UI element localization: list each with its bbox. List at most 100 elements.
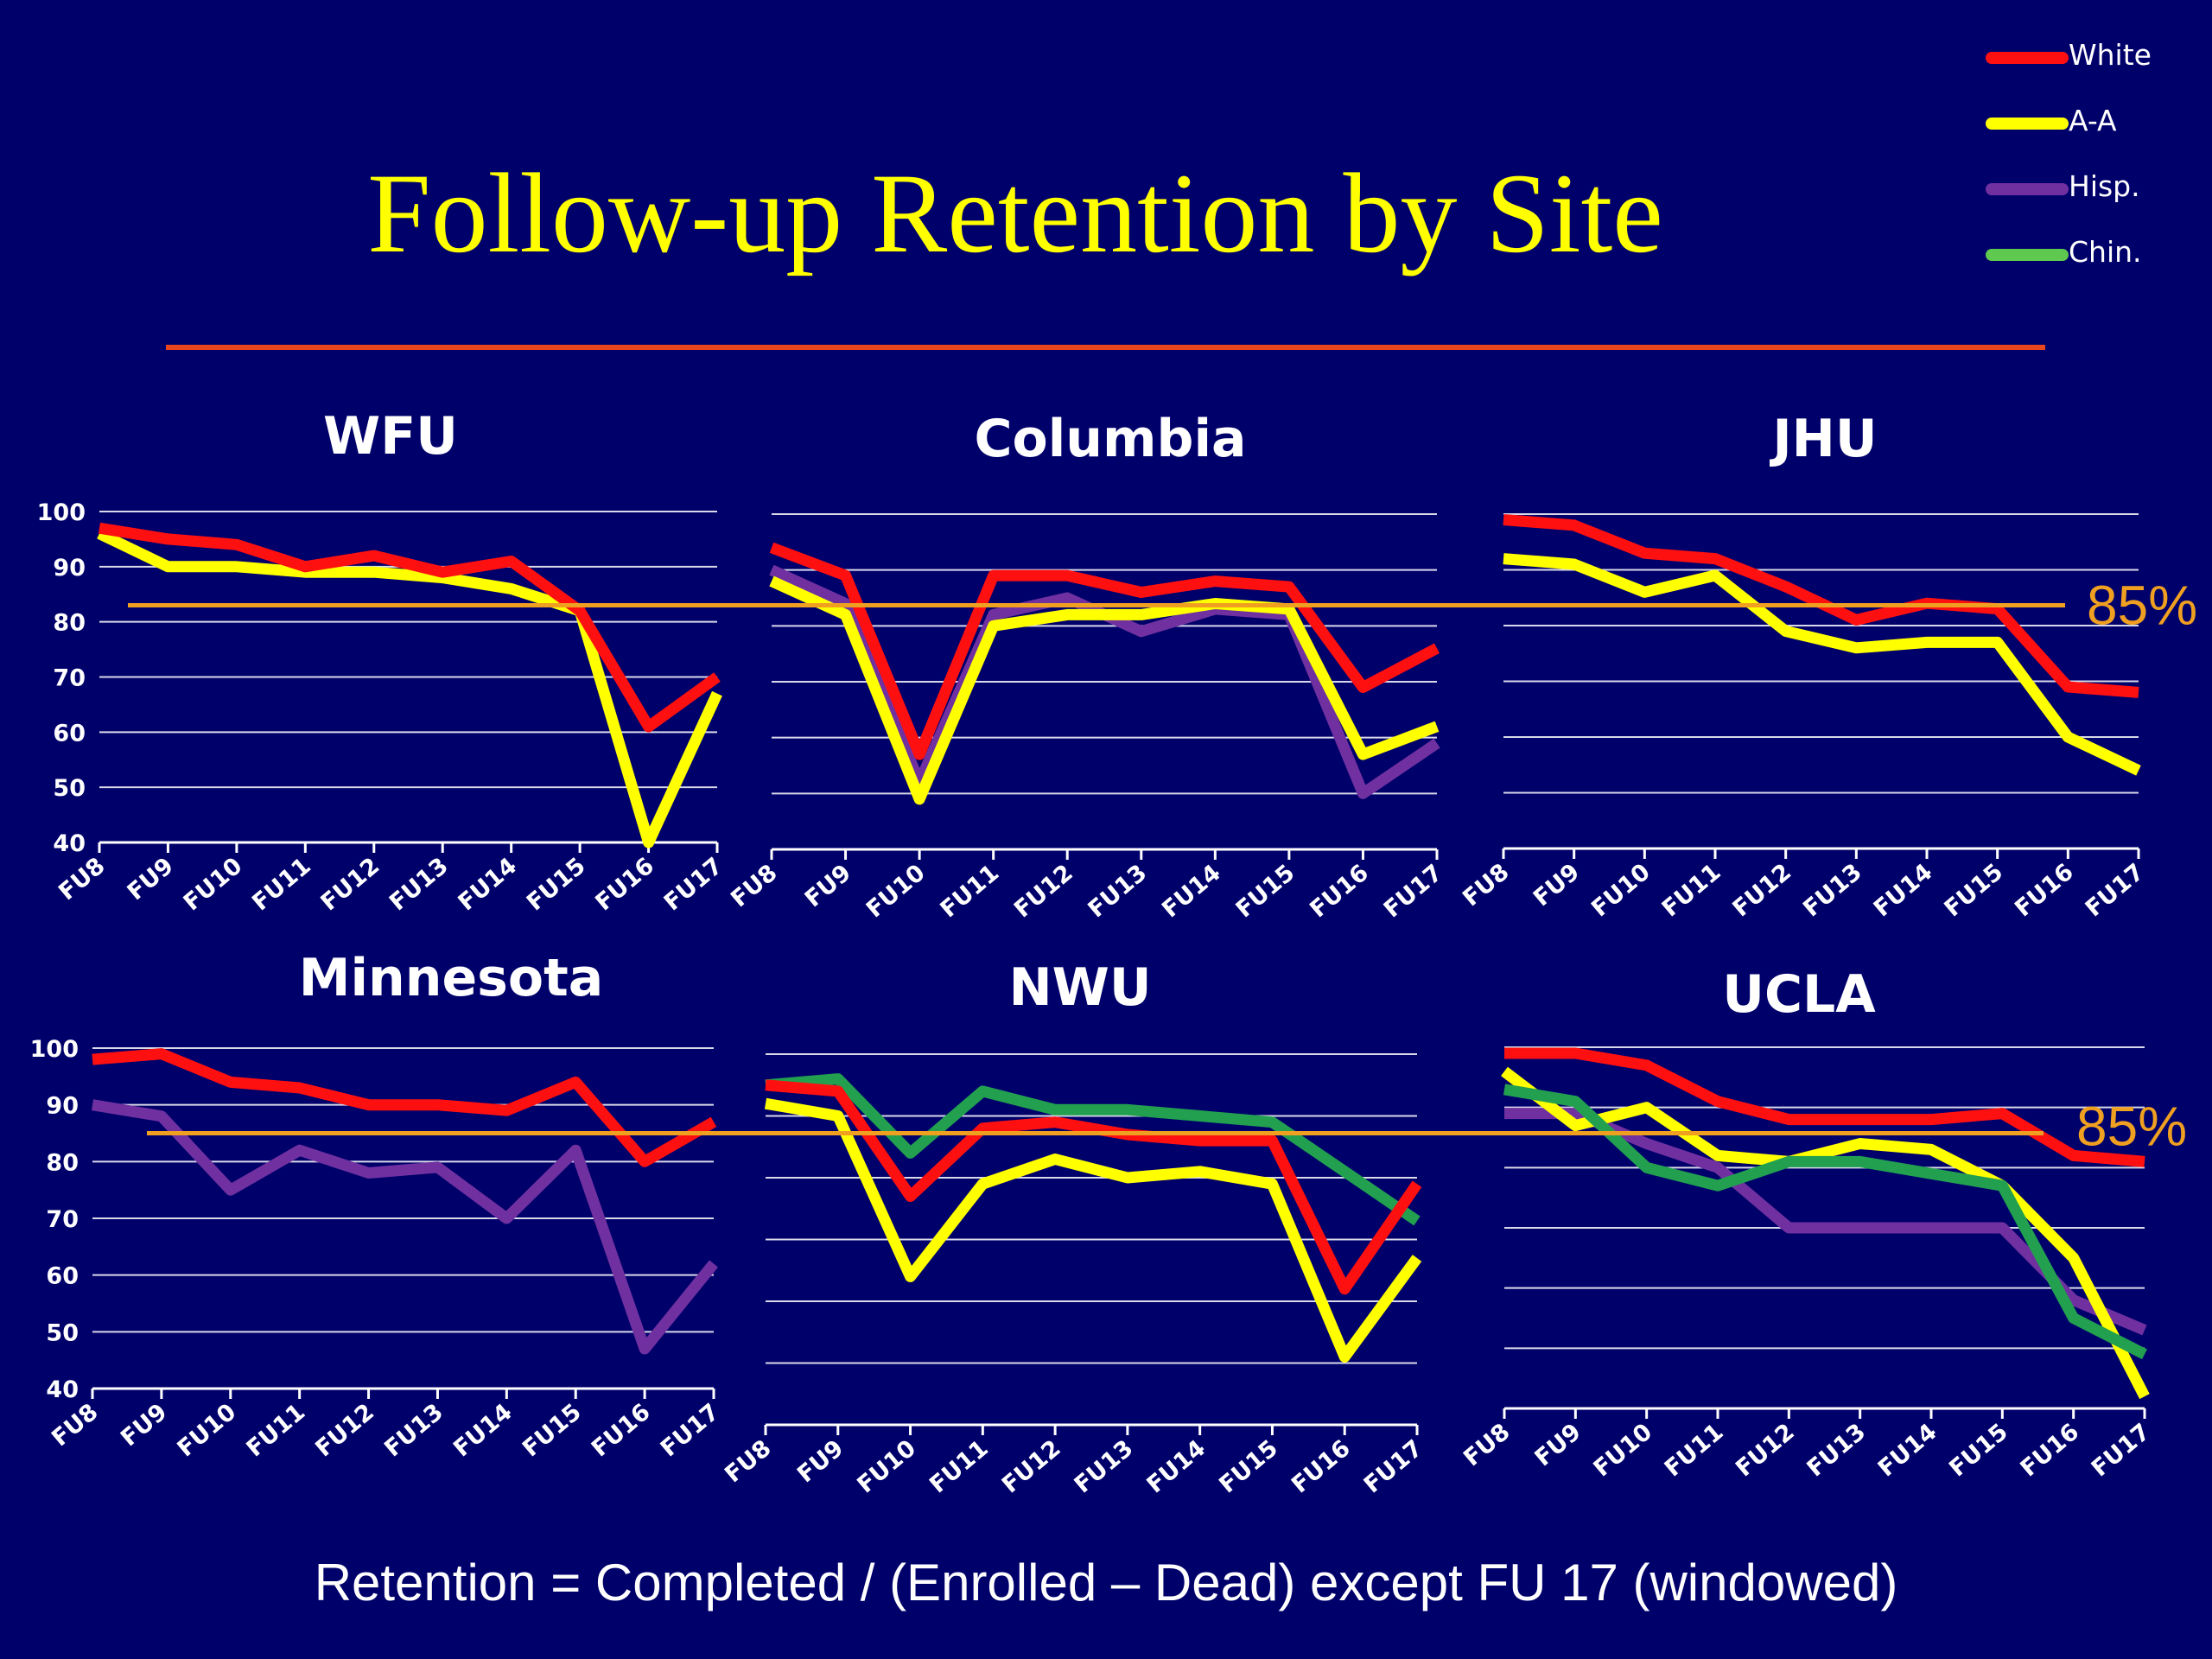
xtick-label-columbia-fu11: FU11 <box>936 860 1005 924</box>
xtick-label-wfu-fu11: FU11 <box>247 853 316 917</box>
xtick-label-jhu-fu11: FU11 <box>1657 859 1726 923</box>
xtick-label-ucla-fu10: FU10 <box>1589 1419 1658 1483</box>
ytick-label-minnesota-90: 90 <box>46 1093 79 1120</box>
xtick-label-wfu-fu10: FU10 <box>179 853 248 917</box>
xtick-label-minnesota-fu8: FU8 <box>47 1399 103 1452</box>
xtick-label-nwu-fu10: FU10 <box>852 1435 921 1499</box>
xtick-label-ucla-fu14: FU14 <box>1873 1419 1942 1483</box>
xtick-label-wfu-fu9: FU9 <box>123 853 179 906</box>
xtick-label-ucla-fu13: FU13 <box>1802 1419 1872 1483</box>
xtick-label-nwu-fu15: FU15 <box>1214 1435 1283 1499</box>
xtick-label-ucla-fu16: FU16 <box>2016 1419 2085 1483</box>
xtick-label-nwu-fu13: FU13 <box>1070 1435 1139 1499</box>
xtick-label-nwu-fu16: FU16 <box>1287 1435 1356 1499</box>
chart-wfu: WFU 40 50 60 70 80 90 100 FU8 FU9 FU10 FU11 FU12 FU13… <box>37 406 728 916</box>
legend-swatch-chin <box>1986 249 2069 261</box>
series-line-ucla-a-a <box>1501 1066 2150 1400</box>
ytick-label-minnesota-70: 70 <box>46 1206 79 1233</box>
chart-title-jhu: JHU <box>1769 409 1877 469</box>
slide-title: Follow-up Retention by Site <box>367 149 1663 276</box>
chart-ucla: UCLA FU8 FU9 FU10 FU11 FU12 FU13 FU14 FU15 FU16 FU… <box>1459 964 2155 1482</box>
ytick-label-minnesota-100: 100 <box>30 1036 79 1063</box>
xtick-label-columbia-fu9: FU9 <box>800 860 856 913</box>
xtick-label-minnesota-fu15: FU15 <box>518 1399 587 1463</box>
legend-label-chin: Chin. <box>2069 235 2142 269</box>
legend-label-aa: A-A <box>2069 104 2117 137</box>
ytick-label-minnesota-40: 40 <box>46 1376 79 1403</box>
ytick-label-wfu-100: 100 <box>37 499 86 526</box>
xtick-label-wfu-fu12: FU12 <box>316 853 385 917</box>
series-line-wfu-a-a <box>97 528 722 849</box>
xtick-label-jhu-fu13: FU13 <box>1798 859 1867 923</box>
xtick-label-jhu-fu10: FU10 <box>1586 859 1656 923</box>
xtick-label-minnesota-fu12: FU12 <box>310 1399 379 1463</box>
ytick-label-minnesota-60: 60 <box>46 1263 79 1290</box>
xtick-label-jhu-fu8: FU8 <box>1458 859 1514 912</box>
ytick-label-minnesota-80: 80 <box>46 1149 79 1176</box>
series-line-nwu-a-a <box>764 1097 1422 1363</box>
xtick-label-jhu-fu17: FU17 <box>2081 859 2150 923</box>
ytick-label-wfu-70: 70 <box>53 665 86 692</box>
ytick-label-wfu-50: 50 <box>53 775 86 802</box>
xtick-label-wfu-fu13: FU13 <box>385 853 454 917</box>
xtick-label-columbia-fu16: FU16 <box>1305 860 1374 924</box>
series-line-nwu-chin <box>765 1073 1421 1226</box>
xtick-label-minnesota-fu16: FU16 <box>587 1399 656 1463</box>
chart-title-wfu: WFU <box>323 406 458 467</box>
series-line-columbia-a-a <box>769 575 1440 805</box>
xtick-label-minnesota-fu11: FU11 <box>242 1399 311 1463</box>
xtick-label-columbia-fu12: FU12 <box>1009 860 1078 924</box>
series-line-minnesota-hisp <box>91 1099 719 1355</box>
xtick-label-wfu-fu16: FU16 <box>590 853 659 917</box>
series-line-nwu-white <box>765 1079 1422 1295</box>
xtick-label-columbia-fu8: FU8 <box>726 860 782 913</box>
legend-swatch-aa <box>1986 118 2069 130</box>
ytick-label-wfu-80: 80 <box>53 610 86 637</box>
legend-label-white: White <box>2069 38 2152 72</box>
xtick-label-ucla-fu8: FU8 <box>1459 1419 1515 1472</box>
xtick-label-ucla-fu9: FU9 <box>1530 1419 1586 1472</box>
threshold-lines: 85% 85% <box>128 575 2197 1158</box>
xtick-label-minnesota-fu10: FU10 <box>173 1399 242 1463</box>
xtick-label-nwu-fu14: FU14 <box>1142 1435 1211 1499</box>
ytick-label-wfu-40: 40 <box>53 830 86 857</box>
chart-title-nwu: NWU <box>1008 957 1151 1018</box>
xtick-label-wfu-fu15: FU15 <box>522 853 591 917</box>
series-line-jhu-a-a <box>1503 553 2141 776</box>
legend-swatch-hisp <box>1986 183 2069 195</box>
xtick-label-columbia-fu17: FU17 <box>1379 860 1448 924</box>
xtick-label-nwu-fu12: FU12 <box>997 1435 1066 1499</box>
ytick-label-wfu-60: 60 <box>53 720 86 747</box>
xtick-label-jhu-fu12: FU12 <box>1728 859 1797 923</box>
xtick-label-jhu-fu9: FU9 <box>1529 859 1585 912</box>
xtick-label-ucla-fu11: FU11 <box>1660 1419 1729 1483</box>
series-line-columbia-white <box>769 542 1440 760</box>
chart-title-minnesota: Minnesota <box>299 948 604 1008</box>
xtick-label-nwu-fu9: FU9 <box>792 1435 849 1489</box>
legend-swatch-white <box>1986 52 2069 64</box>
footer-note: Retention = Completed / (Enrolled – Dead… <box>314 1554 1898 1611</box>
xtick-label-nwu-fu17: FU17 <box>1359 1435 1428 1499</box>
ytick-label-minnesota-50: 50 <box>46 1319 79 1346</box>
xtick-label-wfu-fu8: FU8 <box>54 853 110 906</box>
xtick-label-wfu-fu14: FU14 <box>454 853 523 917</box>
series-line-minnesota-white <box>92 1048 717 1167</box>
xtick-label-nwu-fu11: FU11 <box>925 1435 994 1499</box>
xtick-label-columbia-fu14: FU14 <box>1157 860 1226 924</box>
threshold-label-bottom-row: 85% <box>2076 1096 2187 1158</box>
xtick-label-minnesota-fu17: FU17 <box>656 1399 725 1463</box>
xtick-label-ucla-fu17: FU17 <box>2087 1419 2156 1483</box>
threshold-label-top-row: 85% <box>2087 575 2197 637</box>
xtick-label-nwu-fu8: FU8 <box>720 1435 776 1489</box>
chart-title-ucla: UCLA <box>1722 964 1876 1025</box>
xtick-label-minnesota-fu14: FU14 <box>448 1399 518 1463</box>
xtick-label-minnesota-fu13: FU13 <box>379 1399 448 1463</box>
xtick-label-jhu-fu15: FU15 <box>1940 859 2009 923</box>
chart-nwu: NWU FU8 FU9 FU10 FU11 FU12 FU13 FU14 FU15 FU16 FU1… <box>720 957 1427 1498</box>
chart-jhu: JHU FU8 FU9 FU10 FU11 FU12 FU13 FU14 FU15 FU16 FU1… <box>1458 409 2149 922</box>
title-divider <box>166 345 2045 350</box>
series-line-ucla-chin <box>1503 1084 2147 1360</box>
